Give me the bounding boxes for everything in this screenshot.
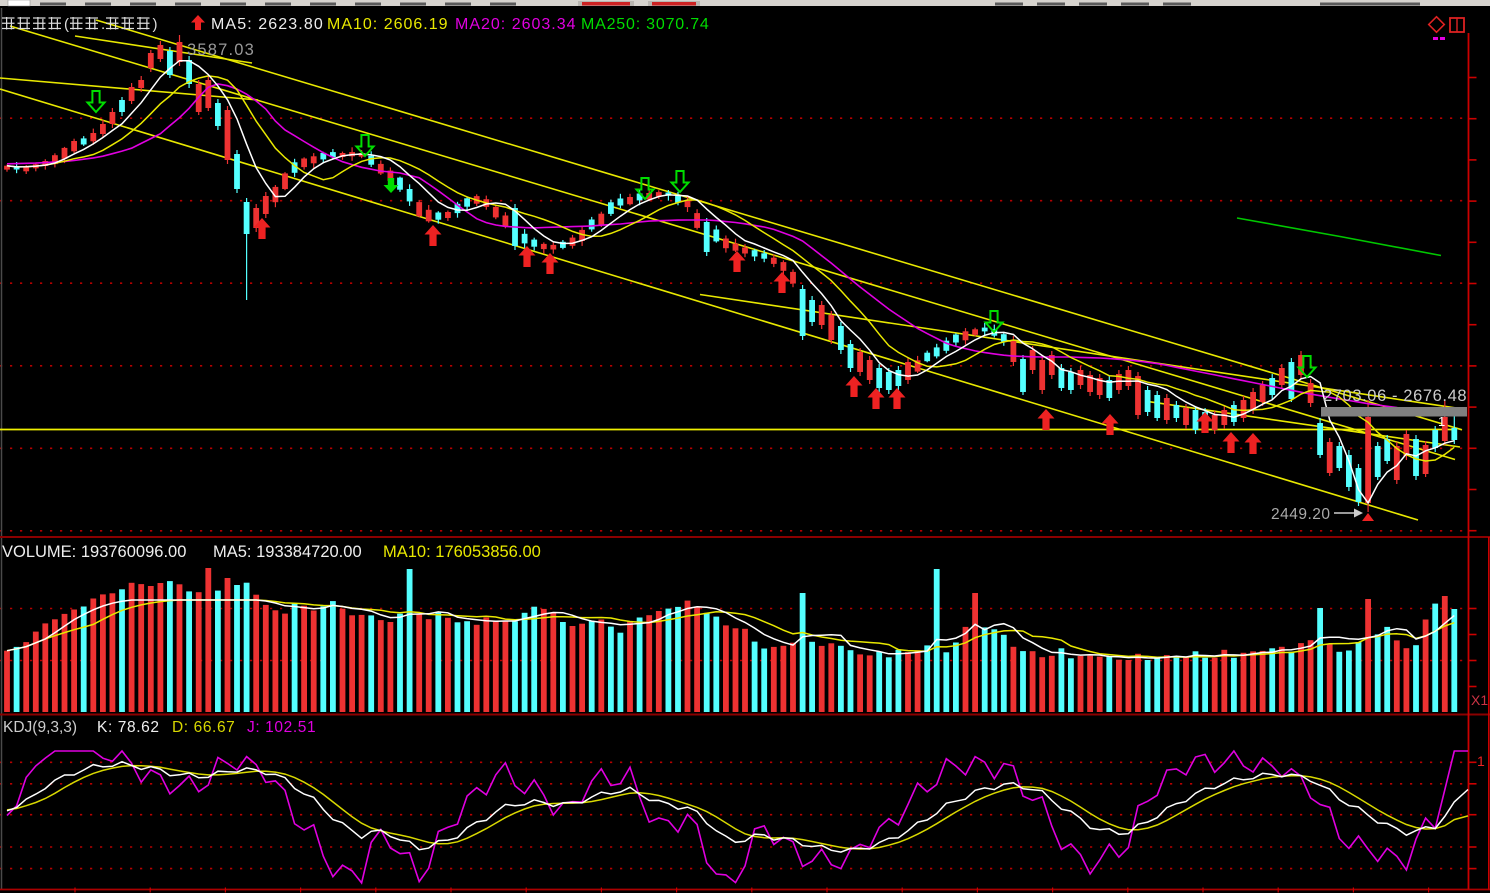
svg-text:2449.20: 2449.20 xyxy=(1271,506,1331,523)
svg-text:MA250: 3070.74: MA250: 3070.74 xyxy=(581,16,710,33)
svg-text:.: . xyxy=(101,16,105,33)
svg-text:D: 66.67: D: 66.67 xyxy=(172,719,235,736)
svg-text:1: 1 xyxy=(1477,753,1485,769)
svg-text:MA20: 2603.34: MA20: 2603.34 xyxy=(455,16,577,33)
svg-text:2703.06 - 2676.48: 2703.06 - 2676.48 xyxy=(1323,387,1467,405)
svg-text:(: ( xyxy=(64,16,69,33)
svg-text:MA5: 2623.80: MA5: 2623.80 xyxy=(211,16,324,33)
svg-text:MA10: 2606.19: MA10: 2606.19 xyxy=(327,16,449,33)
svg-text:J: 102.51: J: 102.51 xyxy=(247,719,316,736)
svg-text:): ) xyxy=(153,16,158,33)
svg-text:K: 78.62: K: 78.62 xyxy=(97,719,160,736)
svg-text:1: 1 xyxy=(1438,414,1445,429)
svg-text:VOLUME: 193760096.00: VOLUME: 193760096.00 xyxy=(2,543,186,561)
svg-text:3587.03: 3587.03 xyxy=(187,41,255,59)
svg-text:X1: X1 xyxy=(1471,692,1488,708)
svg-text:MA5: 193384720.00: MA5: 193384720.00 xyxy=(213,543,362,561)
svg-text:KDJ(9,3,3): KDJ(9,3,3) xyxy=(3,719,77,736)
svg-text:MA10: 176053856.00: MA10: 176053856.00 xyxy=(383,543,541,561)
